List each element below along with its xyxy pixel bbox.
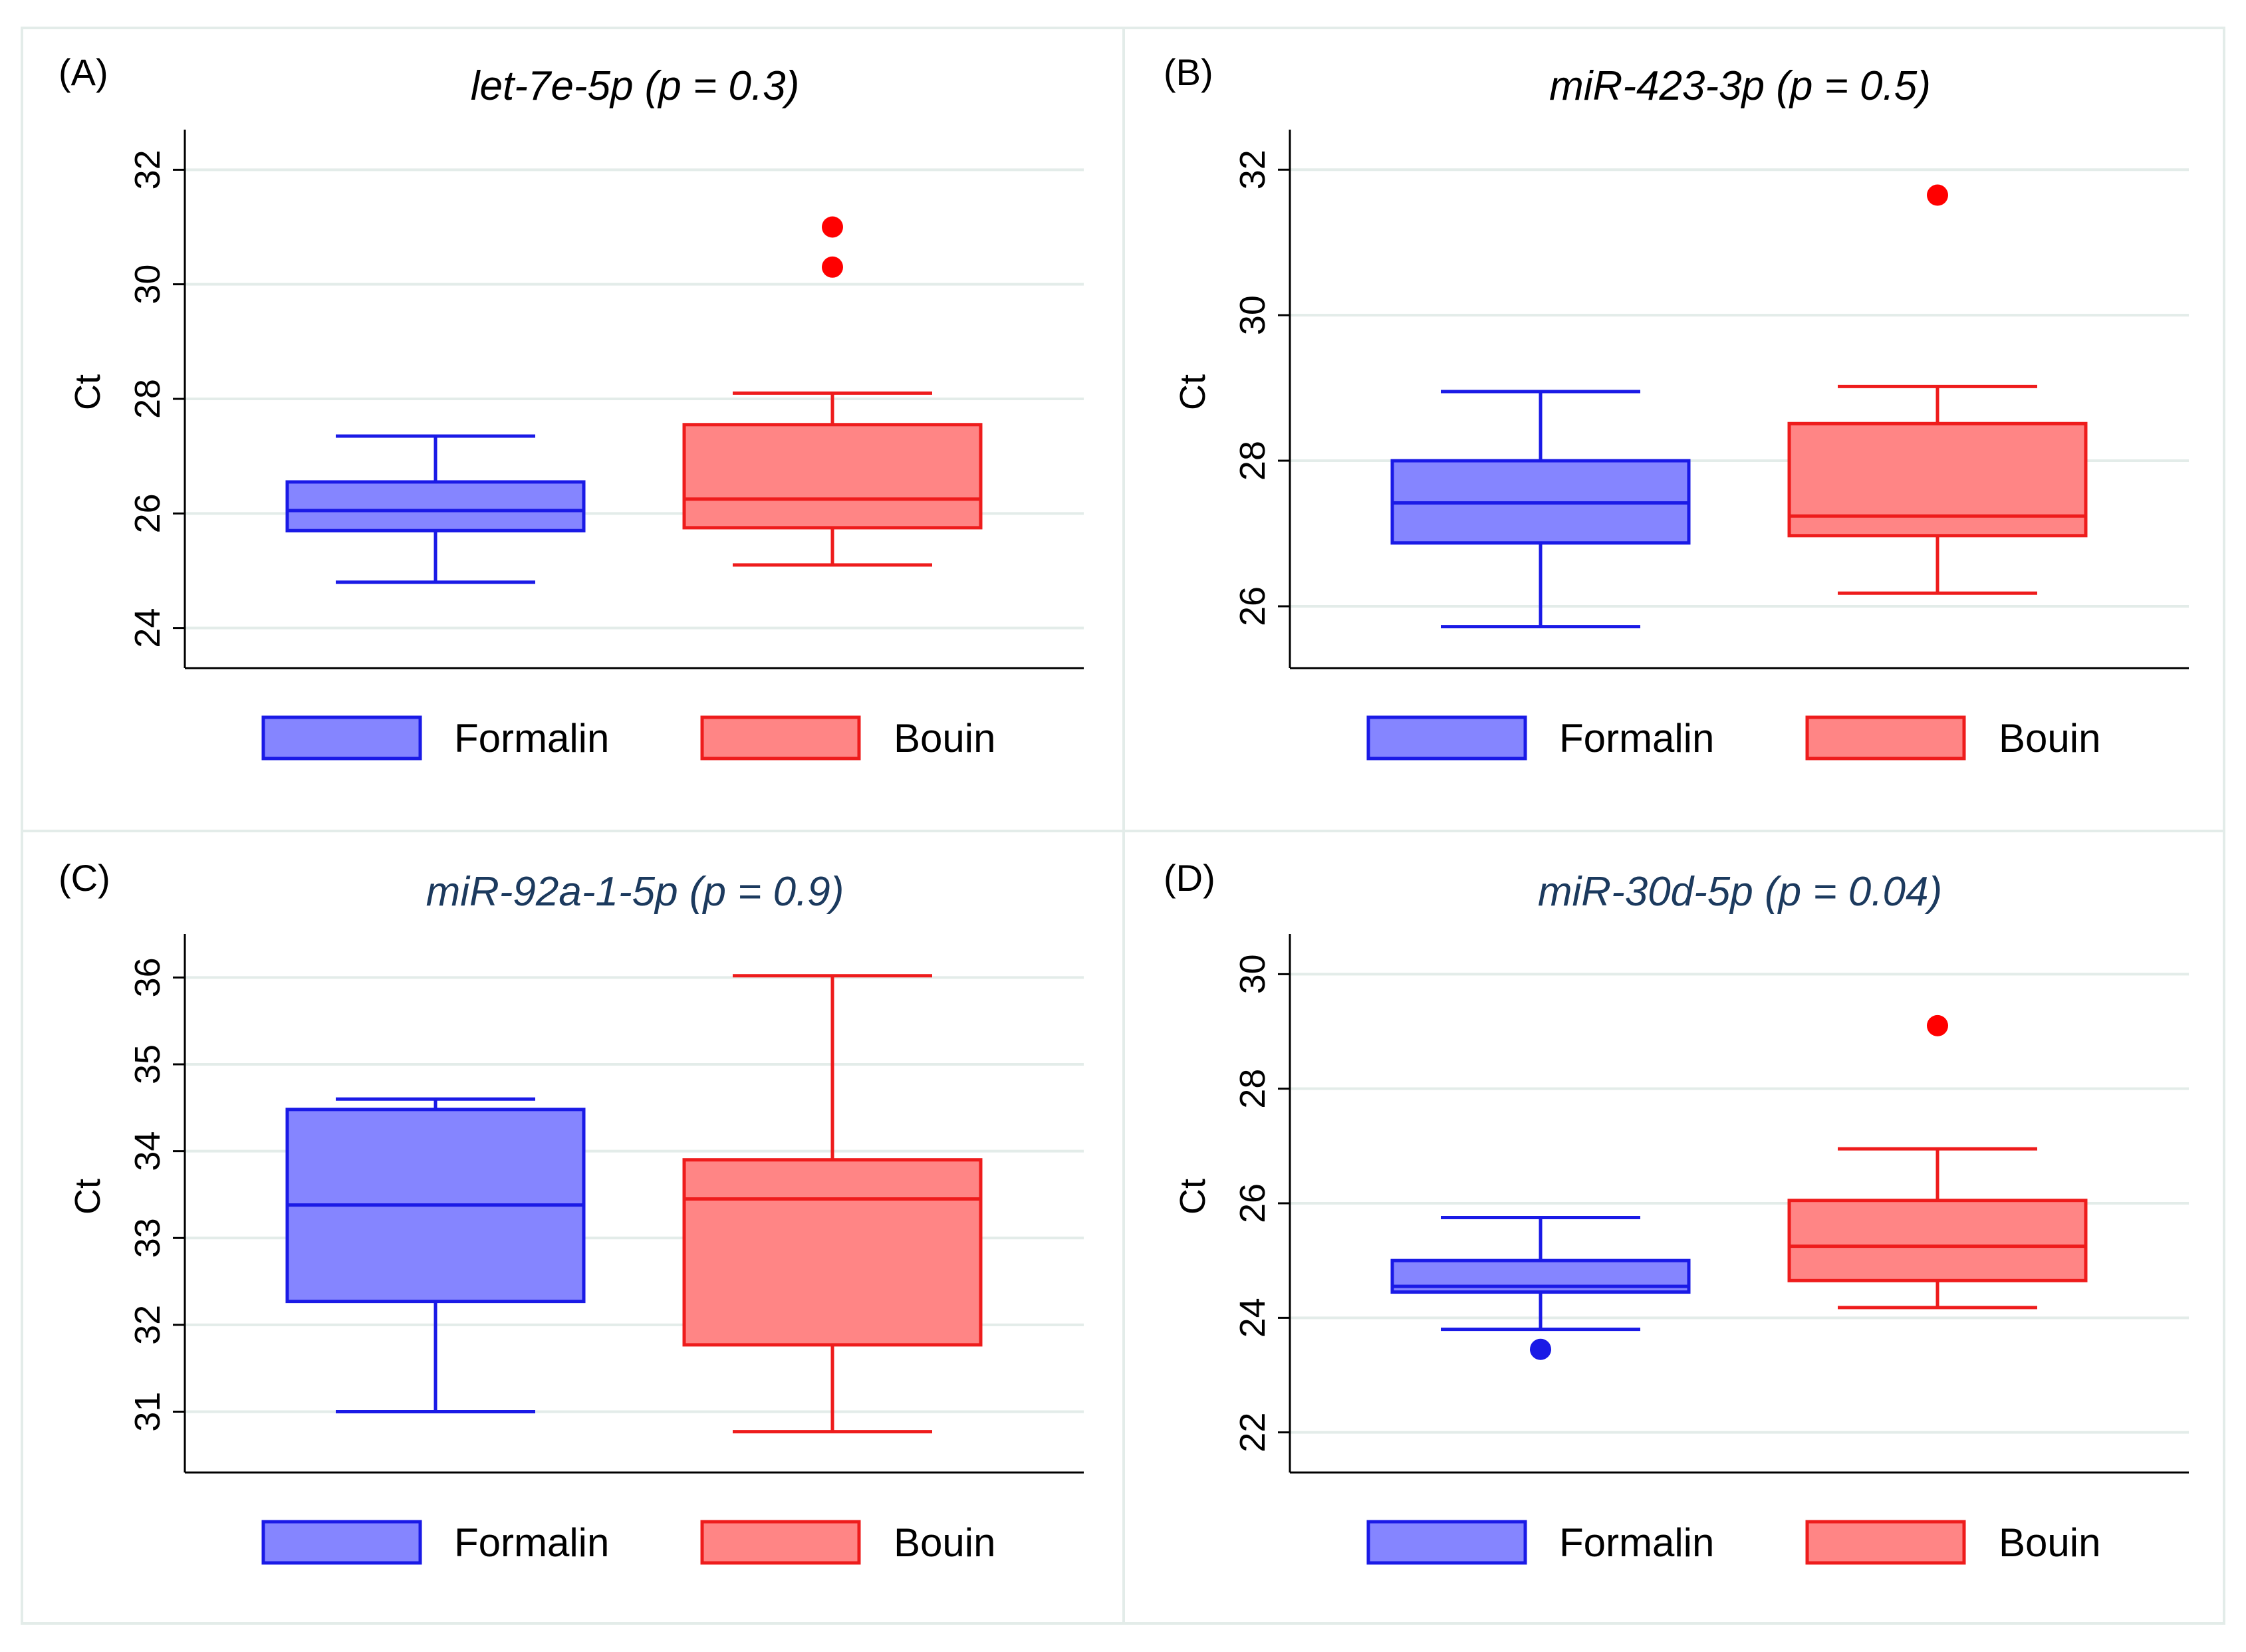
chart-panel-b: (B) miR-423-3p (p = 0.5) 26 28 30 32 Ct Formali… bbox=[1164, 51, 2189, 761]
y-tick-label: 22 bbox=[1233, 1413, 1273, 1453]
legend-swatch-bouin bbox=[1805, 1520, 1966, 1565]
box-iqr bbox=[1787, 1199, 2088, 1282]
box-bouin bbox=[682, 974, 983, 1434]
legend-swatch-formalin bbox=[1366, 1520, 1527, 1565]
y-tick-label: 32 bbox=[128, 150, 168, 189]
y-tick-label: 28 bbox=[128, 379, 168, 419]
y-tick-label: 30 bbox=[1233, 295, 1273, 335]
outlier-point bbox=[822, 216, 843, 238]
panel-label: (C) bbox=[59, 857, 110, 899]
panel-title: miR-423-3p (p = 0.5) bbox=[1549, 63, 1931, 109]
chart-panel-c: (C) miR-92a-1-5p (p = 0.9) 31 32 33 34 35 36 Ct F… bbox=[59, 857, 1084, 1565]
chart-panel-d: (D) miR-30d-5p (p = 0.04) 22 24 26 28 30 Ct Form… bbox=[1164, 857, 2189, 1565]
legend-label-formalin: Formalin bbox=[454, 1520, 609, 1565]
y-tick-label: 30 bbox=[128, 265, 168, 304]
legend-label-bouin: Bouin bbox=[1999, 1520, 2100, 1565]
y-tick-label: 26 bbox=[128, 493, 168, 533]
panel-title: let-7e-5p (p = 0.3) bbox=[471, 63, 800, 109]
y-tick-label: 24 bbox=[1233, 1298, 1273, 1338]
y-tick-label: 28 bbox=[1233, 1069, 1273, 1109]
y-axis-title: Ct bbox=[1173, 1179, 1213, 1215]
y-tick-label: 32 bbox=[128, 1305, 168, 1345]
box-iqr bbox=[1787, 421, 2088, 538]
y-tick-label: 33 bbox=[128, 1218, 168, 1258]
legend: Formalin Bouin bbox=[261, 715, 995, 761]
legend-swatch-bouin bbox=[1805, 715, 1966, 761]
y-axis-title: Ct bbox=[68, 374, 108, 410]
y-tick-label: 31 bbox=[128, 1392, 168, 1432]
y-tick-label: 35 bbox=[128, 1044, 168, 1084]
box-bouin bbox=[1787, 184, 2088, 595]
legend: Formalin Bouin bbox=[1366, 1520, 2100, 1565]
legend-swatch-formalin bbox=[261, 1520, 422, 1565]
legend-label-formalin: Formalin bbox=[1559, 1520, 1714, 1565]
outlier-point bbox=[1927, 184, 1948, 206]
panel-label: (B) bbox=[1164, 51, 1213, 93]
chart-panel-a: (A) let-7e-5p (p = 0.3) 24 26 28 30 32 Ct Formal… bbox=[59, 51, 1084, 761]
box-formalin bbox=[285, 434, 586, 584]
box-formalin bbox=[285, 1097, 586, 1414]
legend-swatch-bouin bbox=[700, 715, 861, 761]
box-iqr bbox=[682, 423, 983, 530]
legend-label-formalin: Formalin bbox=[454, 716, 609, 761]
legend-label-bouin: Bouin bbox=[894, 1520, 995, 1565]
box-bouin bbox=[682, 216, 983, 567]
legend: Formalin Bouin bbox=[261, 1520, 995, 1565]
legend-swatch-bouin bbox=[700, 1520, 861, 1565]
y-tick-label: 24 bbox=[128, 608, 168, 648]
box-formalin bbox=[1390, 1216, 1691, 1360]
y-axis-title: Ct bbox=[1173, 374, 1213, 410]
box-iqr bbox=[682, 1158, 983, 1347]
legend-label-bouin: Bouin bbox=[894, 716, 995, 761]
y-tick-label: 30 bbox=[1233, 954, 1273, 994]
y-tick-label: 32 bbox=[1233, 150, 1273, 189]
outlier-point bbox=[1530, 1338, 1551, 1360]
y-tick-label: 28 bbox=[1233, 441, 1273, 481]
box-bouin bbox=[1787, 1014, 2088, 1310]
y-tick-label: 26 bbox=[1233, 586, 1273, 626]
panel-title: miR-92a-1-5p (p = 0.9) bbox=[426, 869, 844, 915]
y-axis-title: Ct bbox=[68, 1179, 108, 1215]
y-tick-label: 36 bbox=[128, 957, 168, 997]
box-iqr bbox=[285, 480, 586, 532]
panel-label: (D) bbox=[1164, 857, 1215, 899]
box-formalin bbox=[1390, 390, 1691, 629]
legend-label-formalin: Formalin bbox=[1559, 716, 1714, 761]
outlier-point bbox=[822, 256, 843, 278]
legend-swatch-formalin bbox=[261, 715, 422, 761]
legend: Formalin Bouin bbox=[1366, 715, 2100, 761]
legend-swatch-formalin bbox=[1366, 715, 1527, 761]
legend-label-bouin: Bouin bbox=[1999, 716, 2100, 761]
outlier-point bbox=[1927, 1014, 1948, 1036]
panel-title: miR-30d-5p (p = 0.04) bbox=[1538, 869, 1942, 915]
panel-label: (A) bbox=[59, 51, 108, 93]
y-tick-label: 34 bbox=[128, 1131, 168, 1171]
y-tick-label: 26 bbox=[1233, 1183, 1273, 1223]
